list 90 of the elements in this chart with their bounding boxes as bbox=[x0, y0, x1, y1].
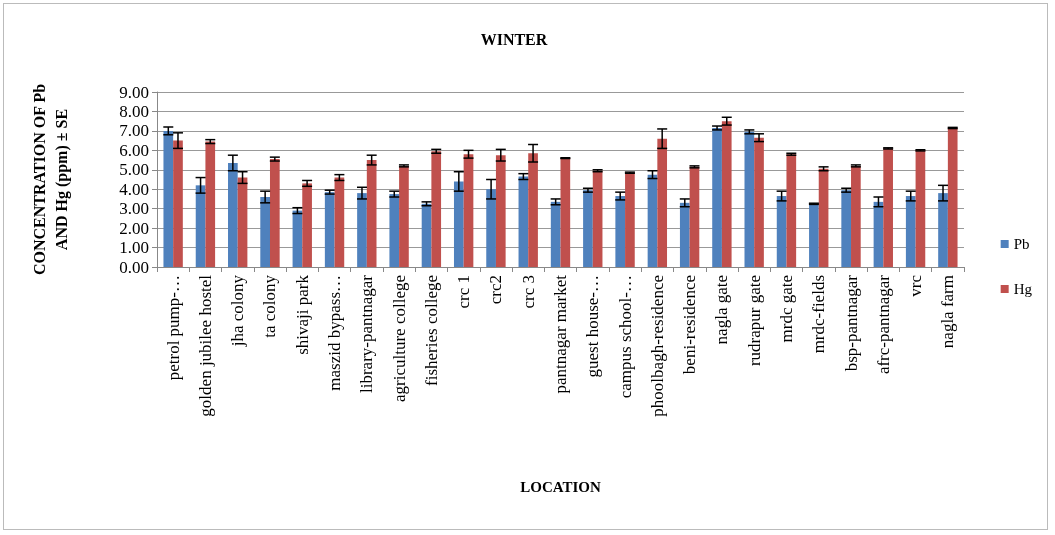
bar bbox=[302, 183, 312, 267]
y-tick-label: 3.00 bbox=[119, 199, 149, 219]
x-tick-label: phoolbagh-residence bbox=[647, 275, 667, 417]
bar bbox=[237, 177, 248, 267]
bar bbox=[260, 197, 270, 267]
bar bbox=[679, 202, 690, 267]
bar bbox=[292, 210, 303, 267]
x-tick-label: fisheries college bbox=[421, 275, 441, 386]
y-tick-label: 5.00 bbox=[119, 160, 149, 180]
legend-label: Hg bbox=[1013, 281, 1033, 297]
bar bbox=[518, 176, 529, 267]
bar bbox=[721, 121, 732, 267]
x-axis-title: LOCATION bbox=[520, 478, 601, 495]
bar bbox=[809, 203, 819, 267]
x-tick-label: petrol pump-… bbox=[163, 275, 183, 381]
x-tick-label: nagla farm bbox=[938, 275, 958, 349]
bar bbox=[754, 137, 764, 267]
x-tick-label: library-pantnagar bbox=[357, 274, 377, 393]
y-tick-label: 6.00 bbox=[119, 140, 149, 160]
x-tick-label: mrdc gate bbox=[776, 275, 796, 343]
bar bbox=[625, 172, 635, 267]
x-tick-label: afrc-pantnagar bbox=[873, 274, 893, 375]
x-tick-label: maszid bypass… bbox=[325, 275, 345, 391]
x-tick-label: campus school-… bbox=[615, 275, 635, 399]
bar bbox=[657, 138, 668, 267]
bar bbox=[195, 185, 206, 267]
y-tick-label: 2.00 bbox=[119, 218, 149, 238]
bar bbox=[399, 165, 409, 267]
bar bbox=[560, 158, 571, 267]
bar bbox=[173, 140, 183, 267]
bar bbox=[389, 194, 400, 267]
bar bbox=[269, 159, 280, 267]
y-tick-label: 0.00 bbox=[119, 257, 149, 277]
y-tick-label: 1.00 bbox=[119, 238, 149, 258]
x-tick-label: crc 3 bbox=[518, 275, 538, 309]
bar bbox=[818, 168, 829, 267]
bar bbox=[486, 189, 496, 267]
x-tick-label: mrdc-fields bbox=[809, 275, 829, 354]
bar bbox=[453, 181, 464, 267]
x-tick-label: nagla gate bbox=[712, 275, 732, 345]
bar bbox=[689, 166, 700, 267]
bar bbox=[495, 155, 506, 267]
bar bbox=[776, 196, 787, 267]
bar bbox=[915, 150, 926, 267]
bar bbox=[905, 196, 916, 267]
bar bbox=[334, 177, 345, 267]
x-tick-label: guest house-… bbox=[583, 275, 603, 378]
x-tick-label: crc 1 bbox=[454, 275, 474, 309]
x-tick-label: jha colony bbox=[228, 274, 248, 348]
bar bbox=[463, 154, 474, 267]
bar bbox=[357, 193, 367, 267]
x-tick-label: crc2 bbox=[486, 275, 506, 305]
x-tick-label: pantnagar market bbox=[551, 274, 570, 394]
bar bbox=[883, 148, 893, 267]
x-tick-label: bsp-pantnagar bbox=[841, 274, 861, 372]
x-tick-label: agriculture college bbox=[389, 275, 409, 402]
bar bbox=[786, 154, 797, 267]
chart-title: WINTER bbox=[480, 30, 548, 48]
bar bbox=[583, 190, 593, 267]
x-tick-label: shivaji park bbox=[292, 274, 312, 355]
bar bbox=[592, 170, 603, 267]
bar bbox=[615, 196, 626, 267]
bar bbox=[873, 201, 884, 267]
bar bbox=[841, 190, 852, 267]
x-tick-label: rudrapur gate bbox=[744, 275, 764, 367]
y-tick-label: 9.00 bbox=[119, 82, 149, 102]
y-axis-title: CONCENTRATION OF Pb AND Hg (ppm) ± SE bbox=[30, 83, 71, 276]
y-tick-label: 4.00 bbox=[119, 179, 149, 199]
y-tick-label: 8.00 bbox=[119, 101, 149, 121]
x-tick-label: beni-residence bbox=[680, 275, 700, 375]
legend-label: Pb bbox=[1013, 236, 1030, 252]
bar bbox=[421, 203, 432, 267]
bar bbox=[228, 162, 238, 267]
x-tick-label: golden jubilee hostel bbox=[195, 274, 215, 417]
x-tick-label: vrc bbox=[906, 274, 926, 297]
bar bbox=[947, 127, 958, 267]
bar bbox=[851, 165, 861, 267]
bar bbox=[366, 160, 377, 267]
bar bbox=[647, 174, 658, 267]
bar bbox=[712, 127, 722, 267]
bar bbox=[550, 201, 561, 267]
x-tick-label: ta colony bbox=[260, 274, 280, 338]
bar bbox=[205, 141, 216, 267]
bar bbox=[744, 131, 755, 267]
bar bbox=[528, 153, 538, 267]
bar bbox=[324, 192, 335, 267]
y-tick-label: 7.00 bbox=[119, 121, 149, 141]
bar bbox=[163, 130, 174, 267]
bar bbox=[938, 193, 948, 267]
bar bbox=[431, 151, 442, 267]
